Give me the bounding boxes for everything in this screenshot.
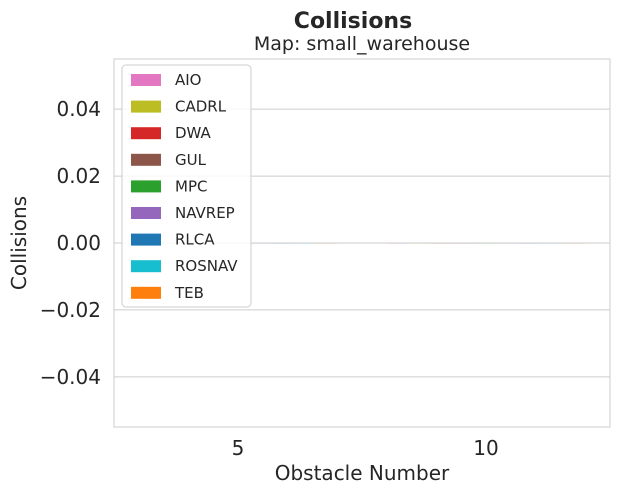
chart-subtitle: Map: small_warehouse <box>254 33 470 55</box>
x-tick-label: 10 <box>473 436 498 460</box>
legend-entry: DWA <box>175 124 212 142</box>
bar <box>541 243 564 244</box>
y-tick-label: 0.00 <box>56 231 101 255</box>
legend-swatch <box>131 180 161 193</box>
bar <box>408 243 431 244</box>
y-tick-label: 0.02 <box>56 164 101 188</box>
y-tick-label: −0.04 <box>40 365 101 389</box>
y-tick-label: 0.04 <box>56 97 101 121</box>
y-tick-labels: 0.04 0.02 0.00 −0.02 −0.04 <box>40 97 101 389</box>
bar <box>386 243 409 244</box>
legend-entry: CADRL <box>175 98 227 116</box>
bar <box>315 243 338 244</box>
x-tick-label: 5 <box>232 436 245 460</box>
legend-entry: TEB <box>174 284 204 302</box>
bar <box>519 243 542 244</box>
legend-swatch <box>131 100 161 113</box>
chart-title: Collisions <box>294 9 412 34</box>
bar <box>563 243 586 244</box>
legend-swatch <box>131 127 161 140</box>
legend-box <box>121 64 252 308</box>
legend-swatch <box>131 260 161 273</box>
legend-entry: MPC <box>175 177 207 195</box>
y-axis-label: Collisions <box>7 196 31 290</box>
bar <box>430 243 453 244</box>
y-tick-label: −0.02 <box>40 298 101 322</box>
legend: AIO CADRL DWA GUL MPC NAVREP RLCA ROSNAV TEB <box>121 64 252 308</box>
bar <box>293 243 316 244</box>
legend-swatch <box>131 286 161 299</box>
legend-swatch <box>131 207 161 219</box>
legend-swatch <box>131 74 161 86</box>
bar <box>474 243 498 244</box>
x-axis-label: Obstacle Number <box>275 461 450 485</box>
bar <box>271 243 294 244</box>
legend-entry: ROSNAV <box>175 257 238 275</box>
bar <box>452 243 475 244</box>
legend-entry: RLCA <box>175 231 215 249</box>
legend-entry: NAVREP <box>175 204 235 222</box>
bar <box>497 243 520 244</box>
legend-swatch <box>131 233 161 246</box>
legend-entry: AIO <box>175 71 202 89</box>
x-tick-labels: 5 10 <box>232 436 499 460</box>
legend-swatch <box>131 153 161 166</box>
legend-entry: GUL <box>175 151 207 169</box>
bar <box>249 243 272 244</box>
plot-area-frame <box>113 58 611 428</box>
